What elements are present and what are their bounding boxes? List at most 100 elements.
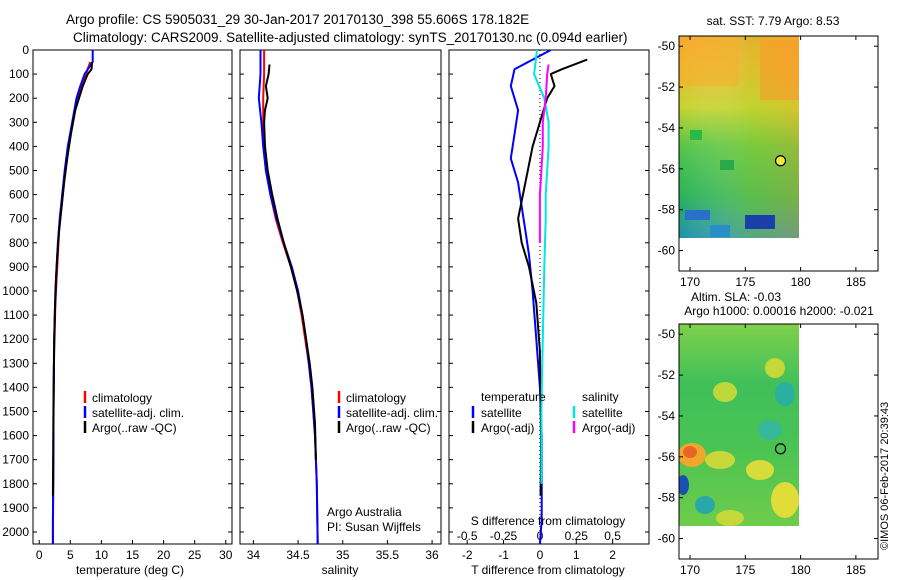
temperature-profile-panel: 0100200300400500600700800900100011001200… xyxy=(2,43,232,577)
depth-tick-label: 300 xyxy=(9,115,29,129)
depth-tick-label: 500 xyxy=(9,163,29,177)
s-tick-label: -0.5 xyxy=(457,529,478,543)
depth-tick-label: 100 xyxy=(9,67,29,81)
argo-position-marker xyxy=(774,155,787,167)
x-tick-label: 10 xyxy=(95,548,109,562)
depth-tick-label: 400 xyxy=(9,139,29,153)
sla-map-title: Altim. SLA: -0.03 xyxy=(691,290,781,304)
depth-tick-label: 1900 xyxy=(2,501,29,515)
sla-heatmap xyxy=(679,324,799,526)
lon-tick-label: 185 xyxy=(846,275,866,289)
sst-longitude-axis: 170 175 180 185 xyxy=(680,36,866,289)
temperature-legend: climatology satellite-adj. clim. Argo(..… xyxy=(83,391,184,435)
lat-tick-label: -58 xyxy=(658,203,676,217)
x-tick-label: 15 xyxy=(126,548,140,562)
lat-tick-label: -52 xyxy=(658,368,676,382)
sla-axes-frame xyxy=(678,323,879,560)
lon-tick-label: 175 xyxy=(735,563,755,577)
lon-tick-label: 175 xyxy=(735,275,755,289)
salinity-axis: 34 34.5 35 35.5 36 xyxy=(247,540,439,562)
depth-tick-label: 700 xyxy=(9,212,29,226)
lat-tick-label: -58 xyxy=(658,491,676,505)
series-argo-adj xyxy=(538,64,550,243)
sla-map-panel: Altim. SLA: -0.03 Argo h1000: 0.00016 h2… xyxy=(658,290,879,577)
temperature-axis-label: temperature (deg C) xyxy=(76,563,184,577)
lat-tick-label: -56 xyxy=(658,450,676,464)
salinity-axis-label: salinity xyxy=(322,563,359,577)
temperature-axes-frame xyxy=(32,49,233,545)
lon-tick-label: 185 xyxy=(846,563,866,577)
x-tick-label: 20 xyxy=(157,548,171,562)
lat-tick-label: -50 xyxy=(658,39,676,53)
depth-tick-label: 1600 xyxy=(2,429,29,443)
x-tick-label: 34.5 xyxy=(286,548,310,562)
imos-watermark: ©IMOS 06-Feb-2017 20:39:43 xyxy=(879,402,891,550)
salinity-profile-panel: 34 34.5 35 35.5 36 salinity climatology sate… xyxy=(239,49,442,577)
legend-label-s-satellite: satellite xyxy=(582,406,623,420)
depth-tick-label: 1700 xyxy=(2,453,29,467)
lat-tick-label: -56 xyxy=(658,162,676,176)
sla-map-subtitle: Argo h1000: 0.00016 h2000: -0.021 xyxy=(684,304,874,318)
depth-tick-label: 1500 xyxy=(2,404,29,418)
s-tick-label: 0.25 xyxy=(565,529,589,543)
x-tick-label: 25 xyxy=(188,548,202,562)
x-tick-label: 0 xyxy=(537,548,544,562)
x-tick-label: 34 xyxy=(247,548,261,562)
sla-latitude-axis: -50 -52 -54 -56 -58 -60 xyxy=(658,327,878,546)
x-tick-label: 1 xyxy=(573,548,580,562)
lat-tick-label: -60 xyxy=(658,244,676,258)
lat-tick-label: -60 xyxy=(658,532,676,546)
s-difference-axis-label: S difference from climatology xyxy=(471,514,626,528)
legend-label-satellite: satellite-adj. clim. xyxy=(92,406,184,420)
legend-label-argo: Argo(..raw -QC) xyxy=(346,421,431,435)
lon-tick-label: 170 xyxy=(680,563,700,577)
difference-legend: temperature salinity satellite Argo(-adj… xyxy=(471,390,635,435)
t-difference-axis-label: T difference from climatology xyxy=(471,563,625,577)
x-tick-label: 2 xyxy=(609,548,616,562)
depth-tick-label: 0 xyxy=(22,43,29,57)
x-tick-label: 35 xyxy=(336,548,350,562)
depth-tick-label: 1000 xyxy=(2,284,29,298)
series-climatology xyxy=(262,50,319,544)
salinity-legend: climatology satellite-adj. clim. Argo(..… xyxy=(337,391,438,435)
difference-profile-panel: -2 -1 0 1 2 -0.5 -0.25 0 0.25 0.5 S difference f… xyxy=(448,49,650,577)
series-argo-raw-qc xyxy=(263,64,317,460)
temperature-axis: 0 5 10 15 20 25 30 xyxy=(36,540,233,562)
sla-longitude-axis: 170 175 180 185 xyxy=(680,324,866,577)
salinity-axes-frame xyxy=(239,49,442,545)
depth-tick-label: 1300 xyxy=(2,356,29,370)
lon-tick-label: 180 xyxy=(791,563,811,577)
lon-tick-label: 180 xyxy=(791,275,811,289)
lat-tick-label: -50 xyxy=(658,327,676,341)
sst-axes-frame xyxy=(678,35,879,272)
legend-label-climatology: climatology xyxy=(92,391,152,405)
depth-axis: 0 100 200 300 400 500 600 700 800 900 1000 1100 1200… xyxy=(2,43,232,539)
legend-label-argo: Argo(..raw -QC) xyxy=(92,421,177,435)
x-tick-label: -1 xyxy=(498,548,509,562)
lat-tick-label: -54 xyxy=(658,409,676,423)
legend-label-satellite: satellite-adj. clim. xyxy=(346,406,438,420)
x-tick-label: -2 xyxy=(462,548,473,562)
x-tick-label: 35.5 xyxy=(376,548,400,562)
t-difference-axis: -2 -1 0 1 2 xyxy=(462,540,616,562)
s-tick-label: -0.25 xyxy=(490,529,518,543)
series-satellite-adj-clim xyxy=(257,50,319,544)
sst-latitude-axis: -50 -52 -54 -56 -58 -60 xyxy=(658,39,878,258)
series-argo-raw-qc xyxy=(51,61,94,496)
depth-tick-label: 1800 xyxy=(2,477,29,491)
lat-tick-label: -52 xyxy=(658,80,676,94)
x-tick-label: 36 xyxy=(425,548,439,562)
annotation-argo-australia: Argo Australia xyxy=(327,505,402,519)
s-tick-label: 0.5 xyxy=(604,529,621,543)
legend-label-t-argo: Argo(-adj) xyxy=(481,421,534,435)
series-satellite xyxy=(509,50,552,544)
depth-tick-label: 1100 xyxy=(3,308,29,322)
depth-tick-label: 200 xyxy=(9,91,29,105)
sst-map-title: sat. SST: 7.79 Argo: 8.53 xyxy=(707,14,840,28)
sst-heatmap xyxy=(679,36,799,238)
x-tick-label: 0 xyxy=(36,548,43,562)
depth-tick-label: 1200 xyxy=(2,332,29,346)
argo-position-marker xyxy=(774,443,787,455)
legend-label-climatology: climatology xyxy=(346,391,406,405)
